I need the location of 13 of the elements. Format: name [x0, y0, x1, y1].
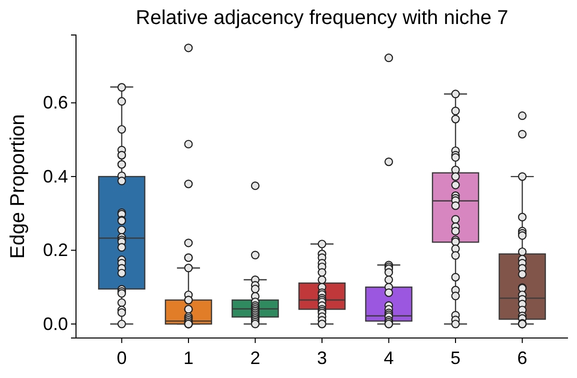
x-tick-label: 2 — [250, 348, 260, 368]
x-tick-label: 0 — [116, 348, 127, 368]
y-tick-label: 0.6 — [42, 92, 68, 113]
y-tick-label: 0.2 — [42, 240, 68, 260]
x-tick-label: 3 — [316, 348, 328, 368]
chart-title: Relative adjacency frequency with niche 7 — [136, 7, 508, 29]
x-tick-label: 1 — [183, 348, 194, 368]
y-tick-label: 0.4 — [42, 166, 68, 186]
x-tick-label: 6 — [517, 348, 528, 368]
x-tick-label: 4 — [384, 348, 394, 368]
x-tick-label: 5 — [450, 348, 461, 368]
y-axis-title: Edge Proportion — [7, 114, 29, 259]
y-tick-label: 0.0 — [42, 314, 68, 334]
